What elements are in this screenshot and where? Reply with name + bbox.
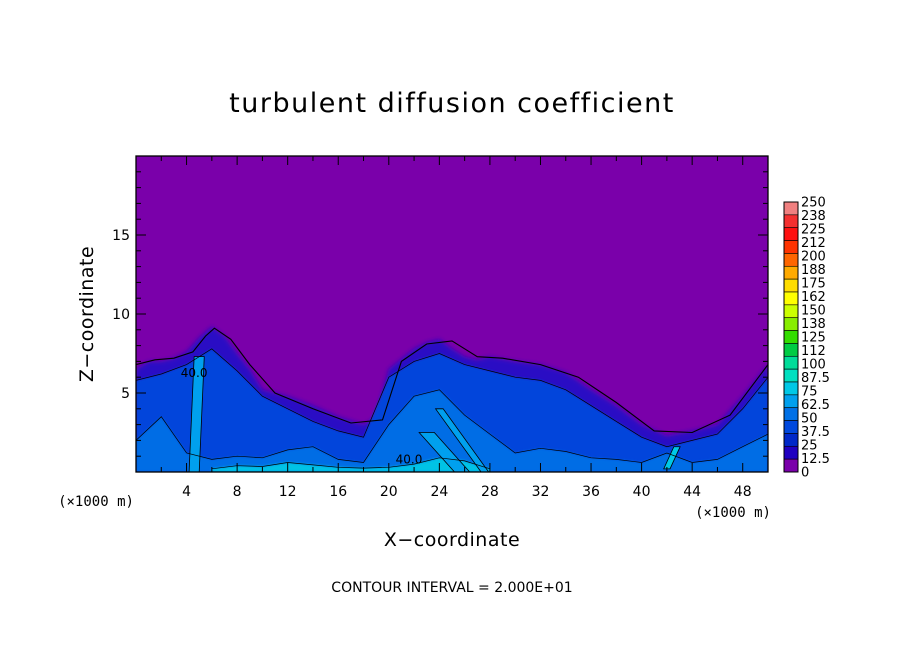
x-tick-label: 32 [532, 484, 550, 500]
colorbar-segment [783, 433, 799, 447]
field-region-70 [211, 457, 490, 472]
x-tick-label: 36 [582, 484, 600, 500]
y-tick-label: 5 [121, 386, 130, 402]
colorbar-label: 162 [801, 290, 826, 305]
colorbar-segment [783, 355, 799, 370]
x-tick-label: 8 [233, 484, 242, 500]
colorbar-segment [783, 227, 799, 241]
colorbar-segment [783, 368, 799, 383]
x-unit-label-right: (×1000 m) [695, 505, 771, 521]
x-tick-label: 24 [430, 484, 448, 500]
colorbar-label: 200 [801, 250, 826, 265]
colorbar-segment [783, 407, 799, 421]
contour-labels: 40.0 40.0 [181, 366, 423, 466]
colorbar-label: 100 [801, 358, 826, 373]
x-tick-label: 40 [633, 484, 651, 500]
contour-line-70 [211, 457, 491, 470]
colorbar-segment [783, 278, 799, 293]
plot-area: 40.0 40.0 [135, 155, 769, 473]
contour-label: 40.0 [396, 452, 423, 466]
y-axis-ticks: 5 10 15 [112, 171, 768, 457]
colorbar-segment [783, 240, 799, 254]
colorbar-segment [783, 317, 799, 331]
x-unit-label-left: (×1000 m) [58, 494, 134, 510]
colorbar-segment [783, 445, 799, 460]
x-tick-label: 44 [683, 484, 701, 500]
chart-title: turbulent diffusion coefficient [229, 88, 675, 119]
colorbar-segment [783, 330, 799, 344]
x-tick-label: 4 [182, 484, 191, 500]
colorbar-frame [783, 201, 799, 473]
colorbar-label: 138 [801, 317, 826, 332]
colorbar-label: 250 [801, 196, 826, 211]
colorbar-segment [783, 343, 799, 357]
y-axis-label: Z−coordinate [76, 246, 98, 382]
x-tick-label: 20 [380, 484, 398, 500]
colorbar-segment [783, 291, 799, 306]
colorbar-label: 75 [801, 385, 818, 400]
colorbar-label: 0 [801, 466, 809, 481]
contour-line-20 [136, 327, 768, 434]
x-tick-label: 12 [279, 484, 297, 500]
x-tick-label: 16 [329, 484, 347, 500]
colorbar-segment [783, 420, 799, 434]
colorbar-label: 125 [801, 331, 826, 346]
field-plume-2 [418, 432, 471, 472]
colorbar-label: 188 [801, 263, 826, 278]
colorbar-label: 150 [801, 304, 826, 319]
colorbar-label: 212 [801, 236, 826, 251]
colorbar-label: 62.5 [801, 398, 830, 413]
colorbar-label: 37.5 [801, 425, 830, 440]
colorbar-label: 50 [801, 412, 818, 427]
colorbar-label: 112 [801, 344, 826, 359]
colorbar-segment [783, 381, 799, 396]
field-plume-3 [434, 408, 490, 472]
x-tick-label: 48 [734, 484, 752, 500]
contour-label: 40.0 [181, 366, 208, 380]
contour-line-40 [136, 348, 768, 448]
colorbar-label: 25 [801, 439, 818, 454]
colorbar-label: 87.5 [801, 371, 830, 386]
y-tick-label: 10 [112, 307, 130, 323]
colorbar-label: 238 [801, 209, 826, 224]
x-tick-label: 28 [481, 484, 499, 500]
colorbar-label: 175 [801, 277, 826, 292]
colorbar-segment [783, 201, 799, 216]
colorbar-segment [783, 253, 799, 267]
colorbar-segment [783, 458, 799, 473]
colorbar-segment [783, 394, 799, 409]
contour-line-55 [136, 389, 768, 463]
colorbar-segment [783, 304, 799, 319]
colorbar-label: 225 [801, 223, 826, 238]
contour-lines [136, 327, 768, 470]
colorbar-label: 12.5 [801, 452, 830, 467]
x-axis-label: X−coordinate [384, 529, 520, 551]
y-tick-label: 15 [112, 228, 130, 244]
field-plume-1 [188, 356, 205, 472]
colorbar-segment [783, 214, 799, 229]
colorbar: 2502382252122001881751621501381251121008… [783, 196, 830, 481]
contour-interval-text: CONTOUR INTERVAL = 2.000E+01 [331, 580, 572, 596]
field-layers [136, 326, 768, 472]
x-axis-ticks: 4 8 12 16 20 24 28 32 36 40 44 48 [160, 156, 752, 500]
colorbar-segment [783, 265, 799, 280]
